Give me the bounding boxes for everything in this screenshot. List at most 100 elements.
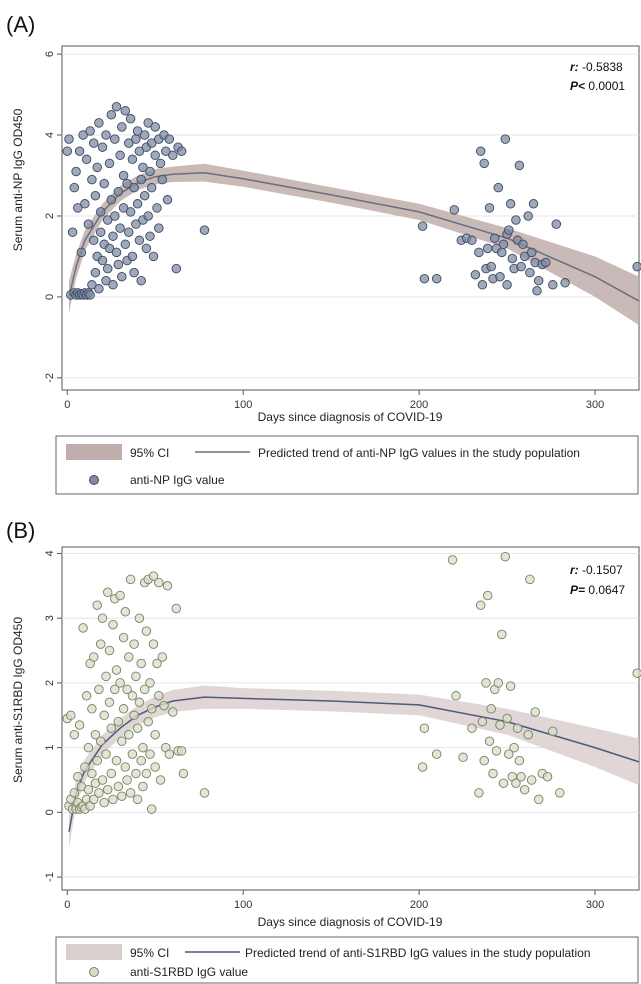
a-data-point: [532, 286, 542, 296]
b-data-point: [83, 784, 94, 795]
a-trend-path: [68, 171, 640, 302]
a-data-point: [127, 251, 138, 262]
b-data-point: [419, 723, 430, 733]
b-y-tick-label: -1: [44, 872, 56, 882]
a-data-point: [85, 126, 95, 136]
b-data-point: [92, 600, 102, 610]
b-data-point: [69, 729, 80, 740]
panel-a: (A) 0 100 200 300 -2 0 2 4 6 Days since diagnos…: [6, 12, 641, 495]
b-data-point: [118, 632, 129, 643]
a-data-point: [449, 205, 460, 215]
panel-b-points: [62, 551, 641, 814]
b-data-point: [122, 684, 132, 695]
panel-a-legend-point-swatch: [89, 475, 99, 485]
b-data-point: [74, 720, 85, 730]
a-data-point: [479, 158, 489, 169]
b-data-point: [548, 726, 558, 737]
a-data-point: [632, 261, 641, 272]
b-data-point: [145, 678, 155, 688]
b-data-point: [92, 755, 102, 766]
b-data-point: [73, 771, 83, 782]
a-data-point: [118, 170, 129, 181]
b-data-point: [148, 571, 159, 581]
b-data-point: [110, 684, 120, 695]
a-data-point: [110, 211, 120, 221]
b-data-point: [106, 723, 117, 733]
b-data-point: [139, 684, 150, 695]
b-data-point: [127, 749, 138, 759]
b-data-point: [475, 600, 486, 610]
a-data-point: [124, 138, 134, 148]
a-data-point: [125, 207, 136, 217]
b-data-point: [497, 629, 507, 640]
a-data-point: [90, 267, 101, 278]
b-data-point: [104, 645, 115, 656]
a-data-point: [110, 134, 120, 144]
a-data-point: [113, 259, 124, 270]
b-data-point: [94, 684, 104, 695]
b-data-point: [106, 768, 117, 779]
a-data-point: [525, 267, 535, 278]
a-data-point: [154, 223, 164, 233]
b-data-point: [516, 771, 526, 782]
b-data-point: [488, 768, 498, 779]
b-data-point: [509, 742, 519, 753]
a-data-point: [176, 146, 187, 156]
panel-a-y-axis-title: Serum anti-NP IgG OD450: [11, 108, 25, 251]
panel-a-r-label: r:: [570, 60, 579, 74]
b-data-point: [141, 626, 152, 636]
a-data-point: [108, 231, 118, 241]
b-data-point: [101, 749, 111, 759]
b-data-point: [168, 707, 178, 717]
a-data-point: [141, 243, 152, 254]
b-data-point: [124, 729, 134, 740]
a-data-point: [108, 280, 118, 290]
b-y-tick-label: 3: [44, 615, 56, 621]
b-data-point: [451, 691, 461, 701]
a-data-point: [120, 106, 131, 116]
a-data-point: [495, 271, 505, 282]
b-data-point: [113, 716, 124, 727]
a-data-point: [87, 280, 97, 290]
b-data-point: [129, 710, 139, 721]
a-data-point: [155, 158, 166, 169]
b-data-point: [111, 665, 122, 675]
b-data-point: [514, 755, 525, 766]
b-data-point: [533, 794, 544, 805]
a-data-point: [125, 114, 136, 124]
a-data-point: [67, 227, 78, 237]
a-data-point: [145, 166, 155, 177]
b-data-point: [164, 749, 175, 759]
a-data-point: [514, 160, 525, 171]
b-data-point: [87, 704, 97, 714]
a-y-tick-label: 0: [44, 294, 56, 300]
a-data-point: [560, 278, 570, 288]
a-data-point: [502, 280, 512, 290]
b-data-point: [458, 752, 468, 763]
b-data-point: [125, 788, 136, 798]
a-data-point: [122, 178, 132, 189]
b-data-point: [495, 720, 505, 730]
panel-a-r-value: -0.5838: [582, 60, 623, 74]
panel-b: (B) 0 100 200 300 -1 0 1 2 3 4 Days since diagno…: [6, 518, 641, 984]
b-data-point: [498, 778, 509, 788]
a-data-point: [523, 211, 533, 221]
a-data-point: [134, 235, 145, 246]
b-data-point: [481, 678, 491, 688]
b-data-point: [69, 788, 80, 798]
b-data-point: [504, 749, 514, 759]
b-data-point: [88, 794, 99, 805]
a-data-point: [102, 215, 113, 225]
b-data-point: [148, 639, 159, 649]
a-x-tick-label: 200: [410, 399, 428, 411]
a-x-tick-label: 0: [64, 399, 70, 411]
a-data-point: [150, 150, 160, 161]
panel-a-x-ticks: 0 100 200 300: [64, 390, 604, 411]
b-data-point: [632, 668, 641, 678]
b-data-point: [146, 704, 157, 714]
a-data-point: [507, 253, 518, 264]
b-y-tick-label: 2: [44, 680, 56, 686]
b-data-point: [113, 781, 124, 792]
a-data-point: [484, 203, 495, 213]
a-data-point: [518, 239, 528, 250]
